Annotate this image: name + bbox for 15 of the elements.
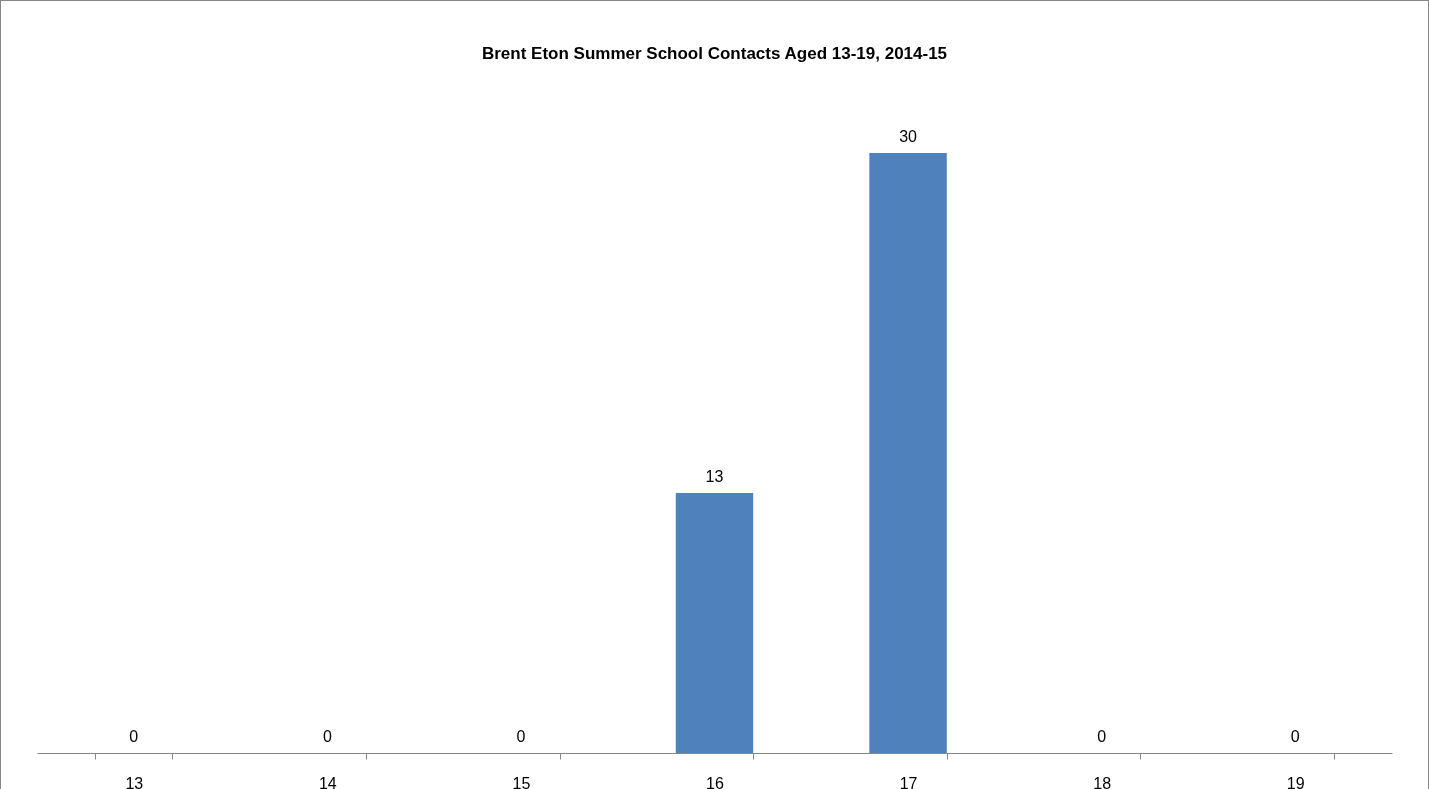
data-label: 30	[899, 128, 918, 145]
x-tick-label: 14	[318, 774, 337, 789]
data-label: 0	[322, 728, 332, 745]
x-tick-label: 15	[512, 774, 531, 789]
chart-title: Brent Eton Summer School Contacts Aged 13-19, 2014-15	[481, 44, 948, 63]
data-label: 0	[1290, 728, 1300, 745]
x-tick-label: 19	[1286, 774, 1305, 789]
data-label: 0	[1097, 728, 1107, 745]
data-label: 13	[705, 468, 724, 485]
x-tick-label: 16	[706, 774, 724, 789]
data-label: 0	[516, 728, 526, 745]
x-tick-label: 18	[1093, 774, 1112, 789]
x-tick-label: 13	[125, 774, 144, 789]
x-tick-label: 17	[899, 774, 918, 789]
data-label: 0	[129, 728, 139, 745]
